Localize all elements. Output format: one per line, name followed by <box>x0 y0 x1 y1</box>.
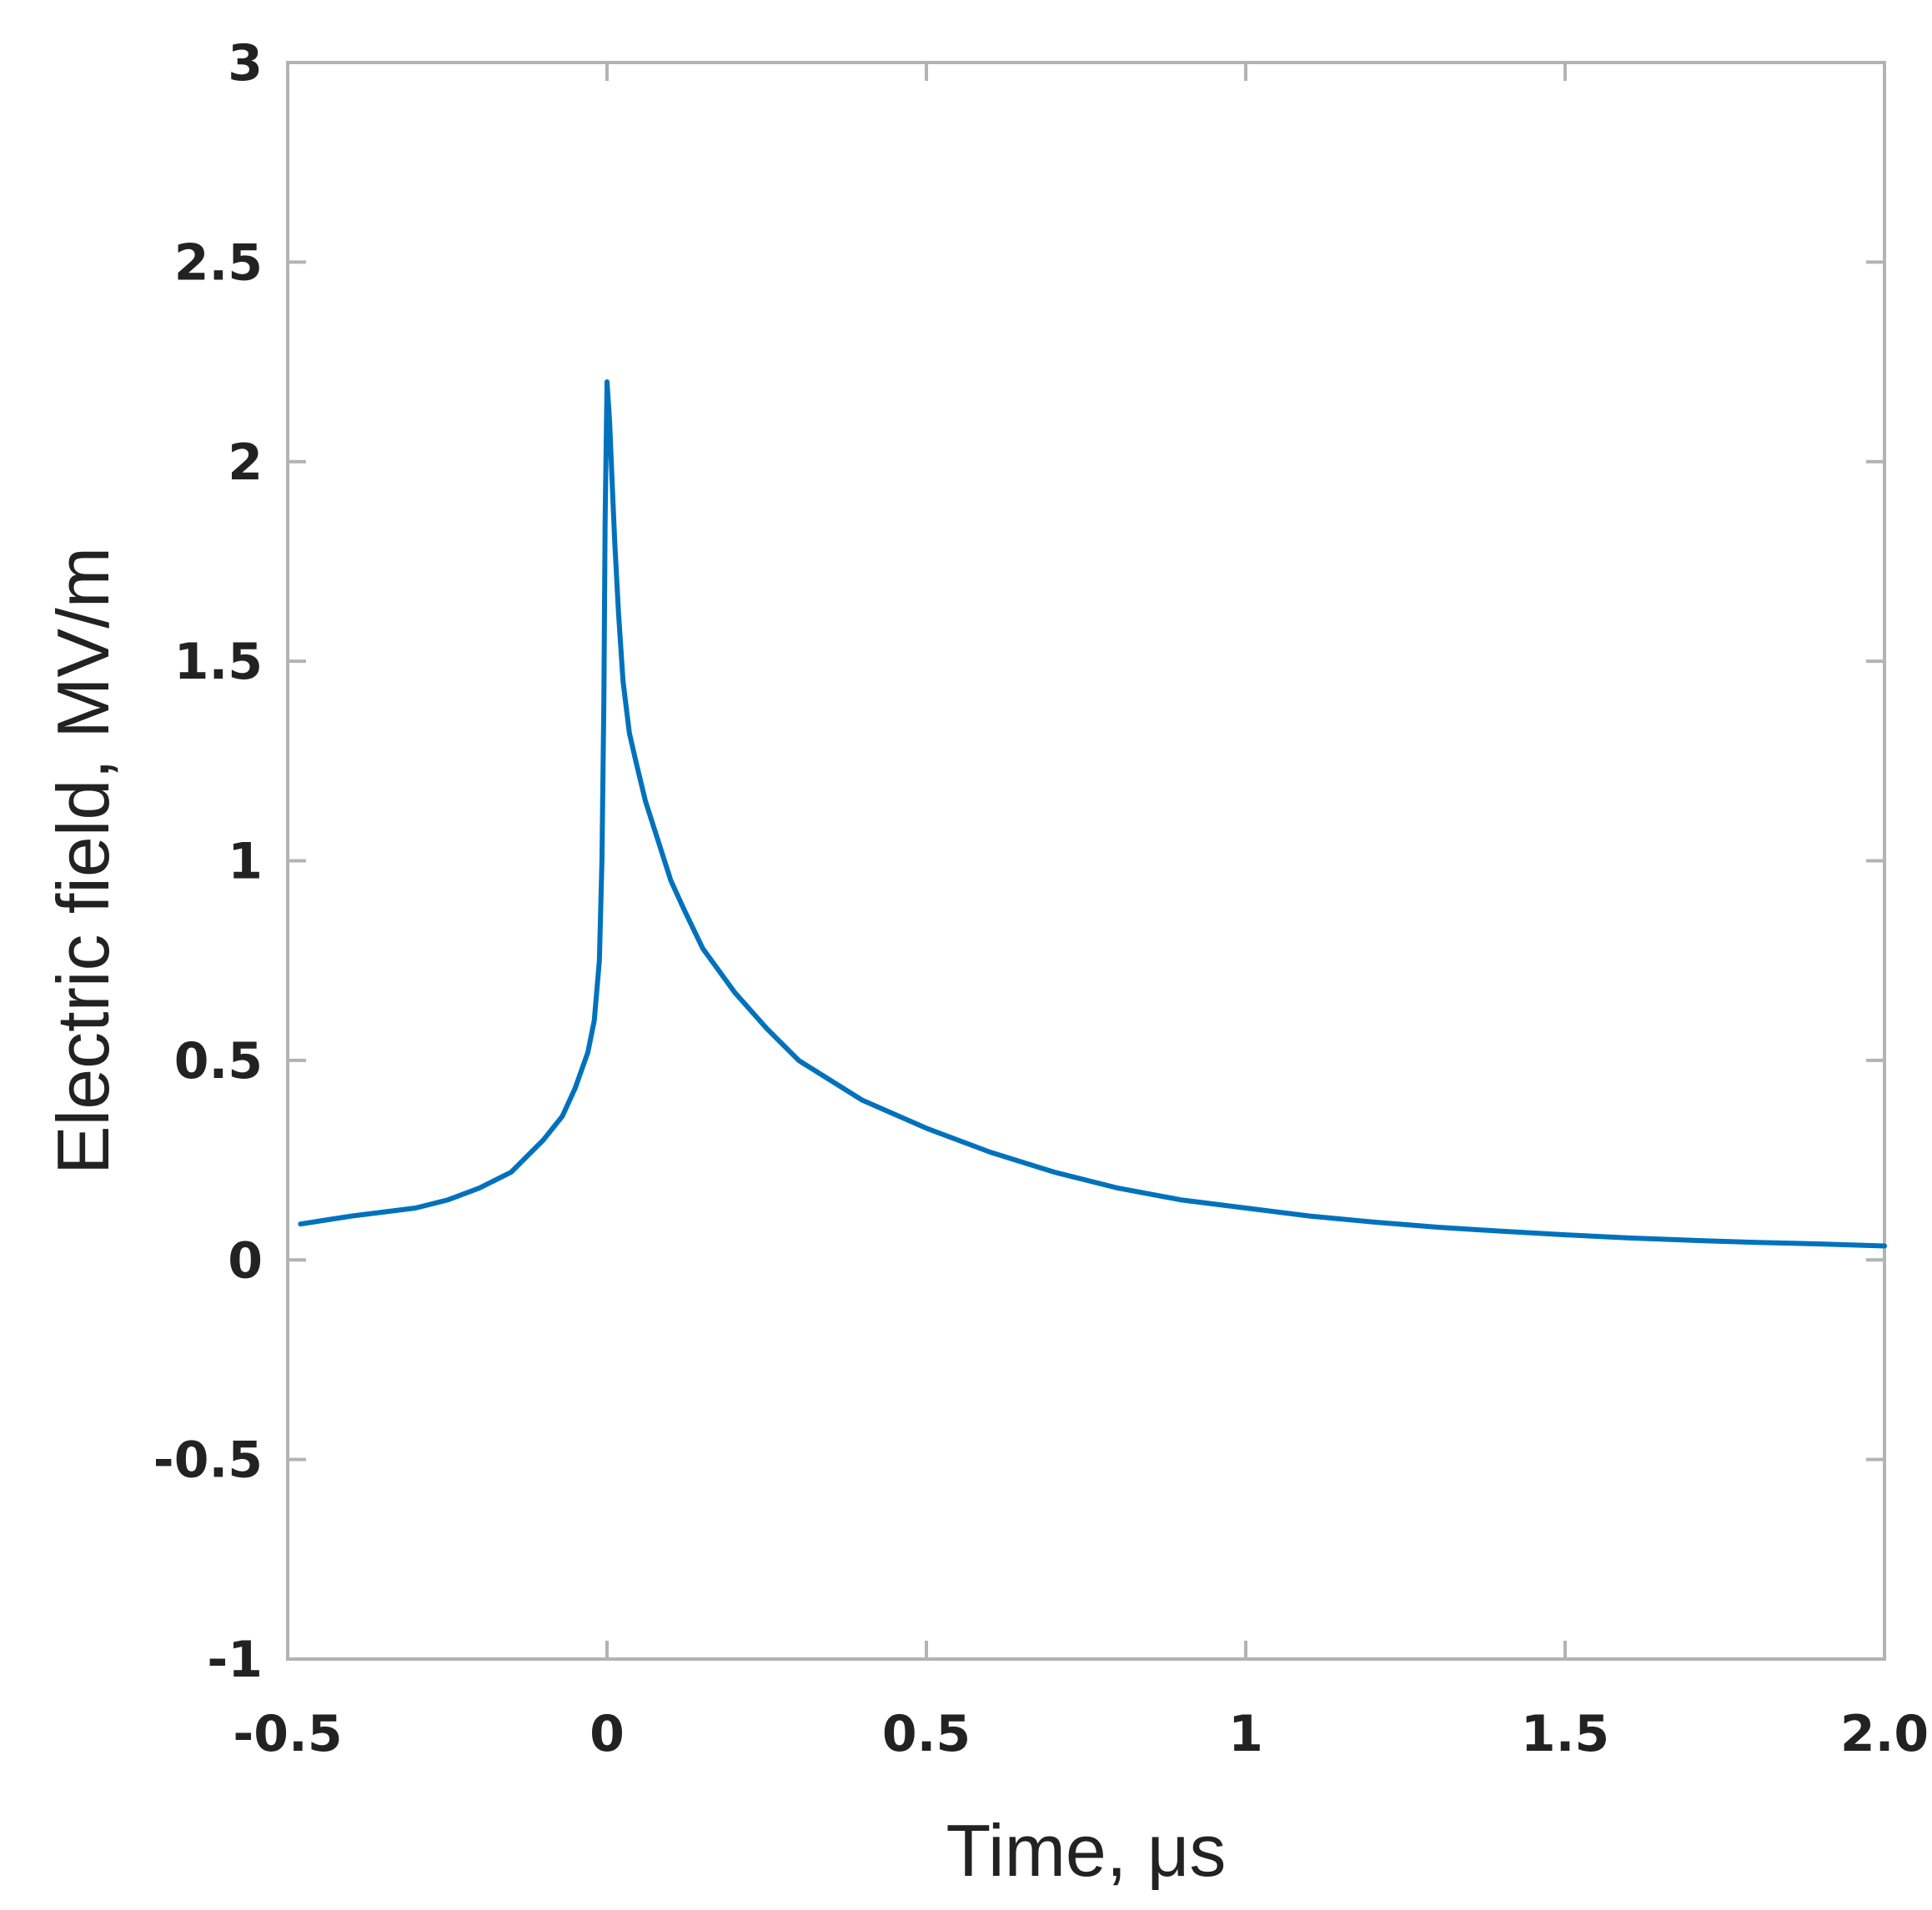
x-tick-label: 1.5 <box>1521 1705 1609 1763</box>
x-tick-label: 1 <box>1228 1705 1263 1763</box>
y-tick-label: 1.5 <box>174 633 263 691</box>
x-tick-label: 0 <box>590 1705 625 1763</box>
y-axis-label: Electric field, MV/m <box>42 547 124 1175</box>
y-tick-label: -0.5 <box>153 1431 263 1490</box>
y-tick-label: 1 <box>228 833 263 891</box>
x-tick-label: -0.5 <box>233 1705 342 1763</box>
y-tick-label: 2 <box>228 434 263 492</box>
x-tick-label: 2.0 <box>1840 1705 1929 1763</box>
x-tick-labels: -0.5 0 0.5 1 1.5 2.0 <box>233 1705 1929 1763</box>
y-tick-label: 0 <box>228 1231 263 1290</box>
y-tick-labels: -1 -0.5 0 0.5 1 1.5 2 2.5 3 <box>153 34 263 1689</box>
y-tick-label: -1 <box>207 1631 263 1689</box>
x-tick-label: 0.5 <box>882 1705 971 1763</box>
y-tick-label: 0.5 <box>174 1032 263 1090</box>
series-line <box>298 379 1887 1249</box>
y-tick-label: 3 <box>228 34 263 93</box>
y-tick-label: 2.5 <box>174 233 263 292</box>
x-axis-label: Time, μs <box>946 1809 1227 1892</box>
plot-frame <box>286 61 1886 1661</box>
